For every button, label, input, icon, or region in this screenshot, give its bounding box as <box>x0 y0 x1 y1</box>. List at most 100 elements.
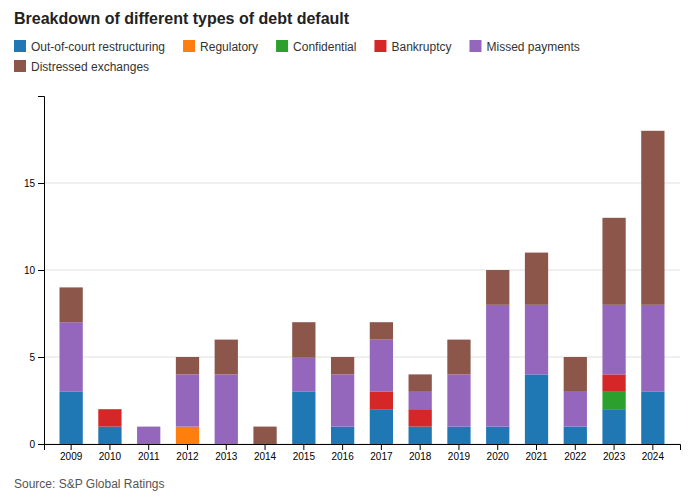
bar <box>641 131 664 305</box>
x-tick-label: 2015 <box>293 451 316 462</box>
x-tick-mark <box>497 444 498 450</box>
bar <box>176 427 199 444</box>
x-tick-label: 2018 <box>409 451 432 462</box>
y-tick: 15 <box>24 178 44 189</box>
x-tick-label: 2012 <box>176 451 199 462</box>
bar <box>486 427 509 444</box>
y-tick-mark <box>38 357 44 358</box>
bar <box>98 427 121 444</box>
y-tick-label: 5 <box>29 352 35 363</box>
x-tick-mark <box>342 444 343 450</box>
source: Source: S&P Global Ratings <box>14 477 165 491</box>
x-tick-label: 2024 <box>642 451 665 462</box>
bar <box>486 270 509 305</box>
bar <box>292 357 315 392</box>
legend-swatch <box>183 40 195 52</box>
y-tick: 0 <box>29 439 44 450</box>
x-tick: 2014 <box>254 444 277 462</box>
y-tick-label: 0 <box>29 439 35 450</box>
x-tick: 2012 <box>176 444 199 462</box>
grid-line <box>44 183 680 184</box>
x-tick: 2009 <box>60 444 83 462</box>
bar <box>60 322 83 392</box>
x-tick: 2022 <box>564 444 587 462</box>
legend-swatch <box>276 40 288 52</box>
y-tick-mark <box>38 444 44 445</box>
x-tick: 2013 <box>215 444 238 462</box>
bar <box>409 374 432 391</box>
bar <box>292 392 315 444</box>
bar <box>486 305 509 427</box>
legend-item: Missed payments <box>469 40 579 54</box>
legend-label: Missed payments <box>486 40 579 54</box>
series <box>602 392 625 409</box>
legend-item: Bankruptcy <box>374 40 451 54</box>
x-tick: 2023 <box>603 444 626 462</box>
bar <box>564 392 587 427</box>
bar <box>292 322 315 357</box>
legend-swatch <box>14 60 26 72</box>
legend-label: Distressed exchanges <box>31 60 149 74</box>
x-tick-label: 2009 <box>60 451 83 462</box>
legend-item: Distressed exchanges <box>14 60 149 74</box>
bar <box>137 426 160 427</box>
series <box>60 305 665 444</box>
x-tick-mark <box>652 444 653 450</box>
x-tick: 2011 <box>138 444 160 462</box>
bar <box>215 374 238 444</box>
legend-label: Confidential <box>293 40 356 54</box>
y-axis: 051015 <box>24 97 45 450</box>
legend-swatch <box>469 40 481 52</box>
x-tick-mark <box>148 444 149 450</box>
legend-label: Bankruptcy <box>391 40 451 54</box>
x-axis: 2009201020112012201320142015201620172018… <box>45 444 681 462</box>
legend-item: Confidential <box>276 40 356 54</box>
x-tick: 2021 <box>525 444 548 462</box>
y-tick-mark <box>38 270 44 271</box>
x-tick-mark <box>614 444 615 450</box>
x-tick: 2018 <box>409 444 432 462</box>
bar <box>447 427 470 444</box>
x-tick-label: 2019 <box>448 451 471 462</box>
legend-item: Regulatory <box>183 40 258 54</box>
x-tick-label: 2023 <box>603 451 626 462</box>
y-tick-mark <box>38 183 44 184</box>
grid-line <box>44 270 680 271</box>
bar <box>409 427 432 444</box>
legend-item: Out-of-court restructuring <box>14 40 165 54</box>
chart: Breakdown of different types of debt def… <box>0 0 700 500</box>
bar <box>253 427 276 444</box>
bar <box>409 409 432 426</box>
bar <box>525 305 548 375</box>
x-tick-label: 2020 <box>487 451 510 462</box>
x-tick: 2010 <box>99 444 122 462</box>
x-tick-mark <box>226 444 227 450</box>
x-tick-mark <box>265 444 266 450</box>
grid <box>44 183 680 444</box>
bar <box>602 374 625 391</box>
bar <box>602 392 625 409</box>
series <box>176 427 199 444</box>
x-tick-label: 2021 <box>525 451 548 462</box>
y-tick: 5 <box>29 352 44 363</box>
bar <box>602 409 625 444</box>
bar <box>525 253 548 305</box>
bar <box>60 287 83 322</box>
bar <box>98 409 121 410</box>
x-tick-mark <box>303 444 304 450</box>
bar <box>215 340 238 375</box>
bar <box>370 322 393 339</box>
x-tick-mark <box>458 444 459 450</box>
bar <box>525 374 548 444</box>
legend-label: Regulatory <box>200 40 258 54</box>
x-tick-label: 2016 <box>331 451 354 462</box>
x-tick-mark <box>109 444 110 450</box>
bar <box>331 374 354 426</box>
legend: Out-of-court restructuring Regulatory Conf… <box>14 40 580 74</box>
x-tick: 2020 <box>487 444 510 462</box>
y-tick-label: 15 <box>24 178 36 189</box>
x-tick-mark <box>420 444 421 450</box>
bar <box>564 357 587 392</box>
x-tick-label: 2010 <box>99 451 122 462</box>
bar <box>331 357 354 374</box>
